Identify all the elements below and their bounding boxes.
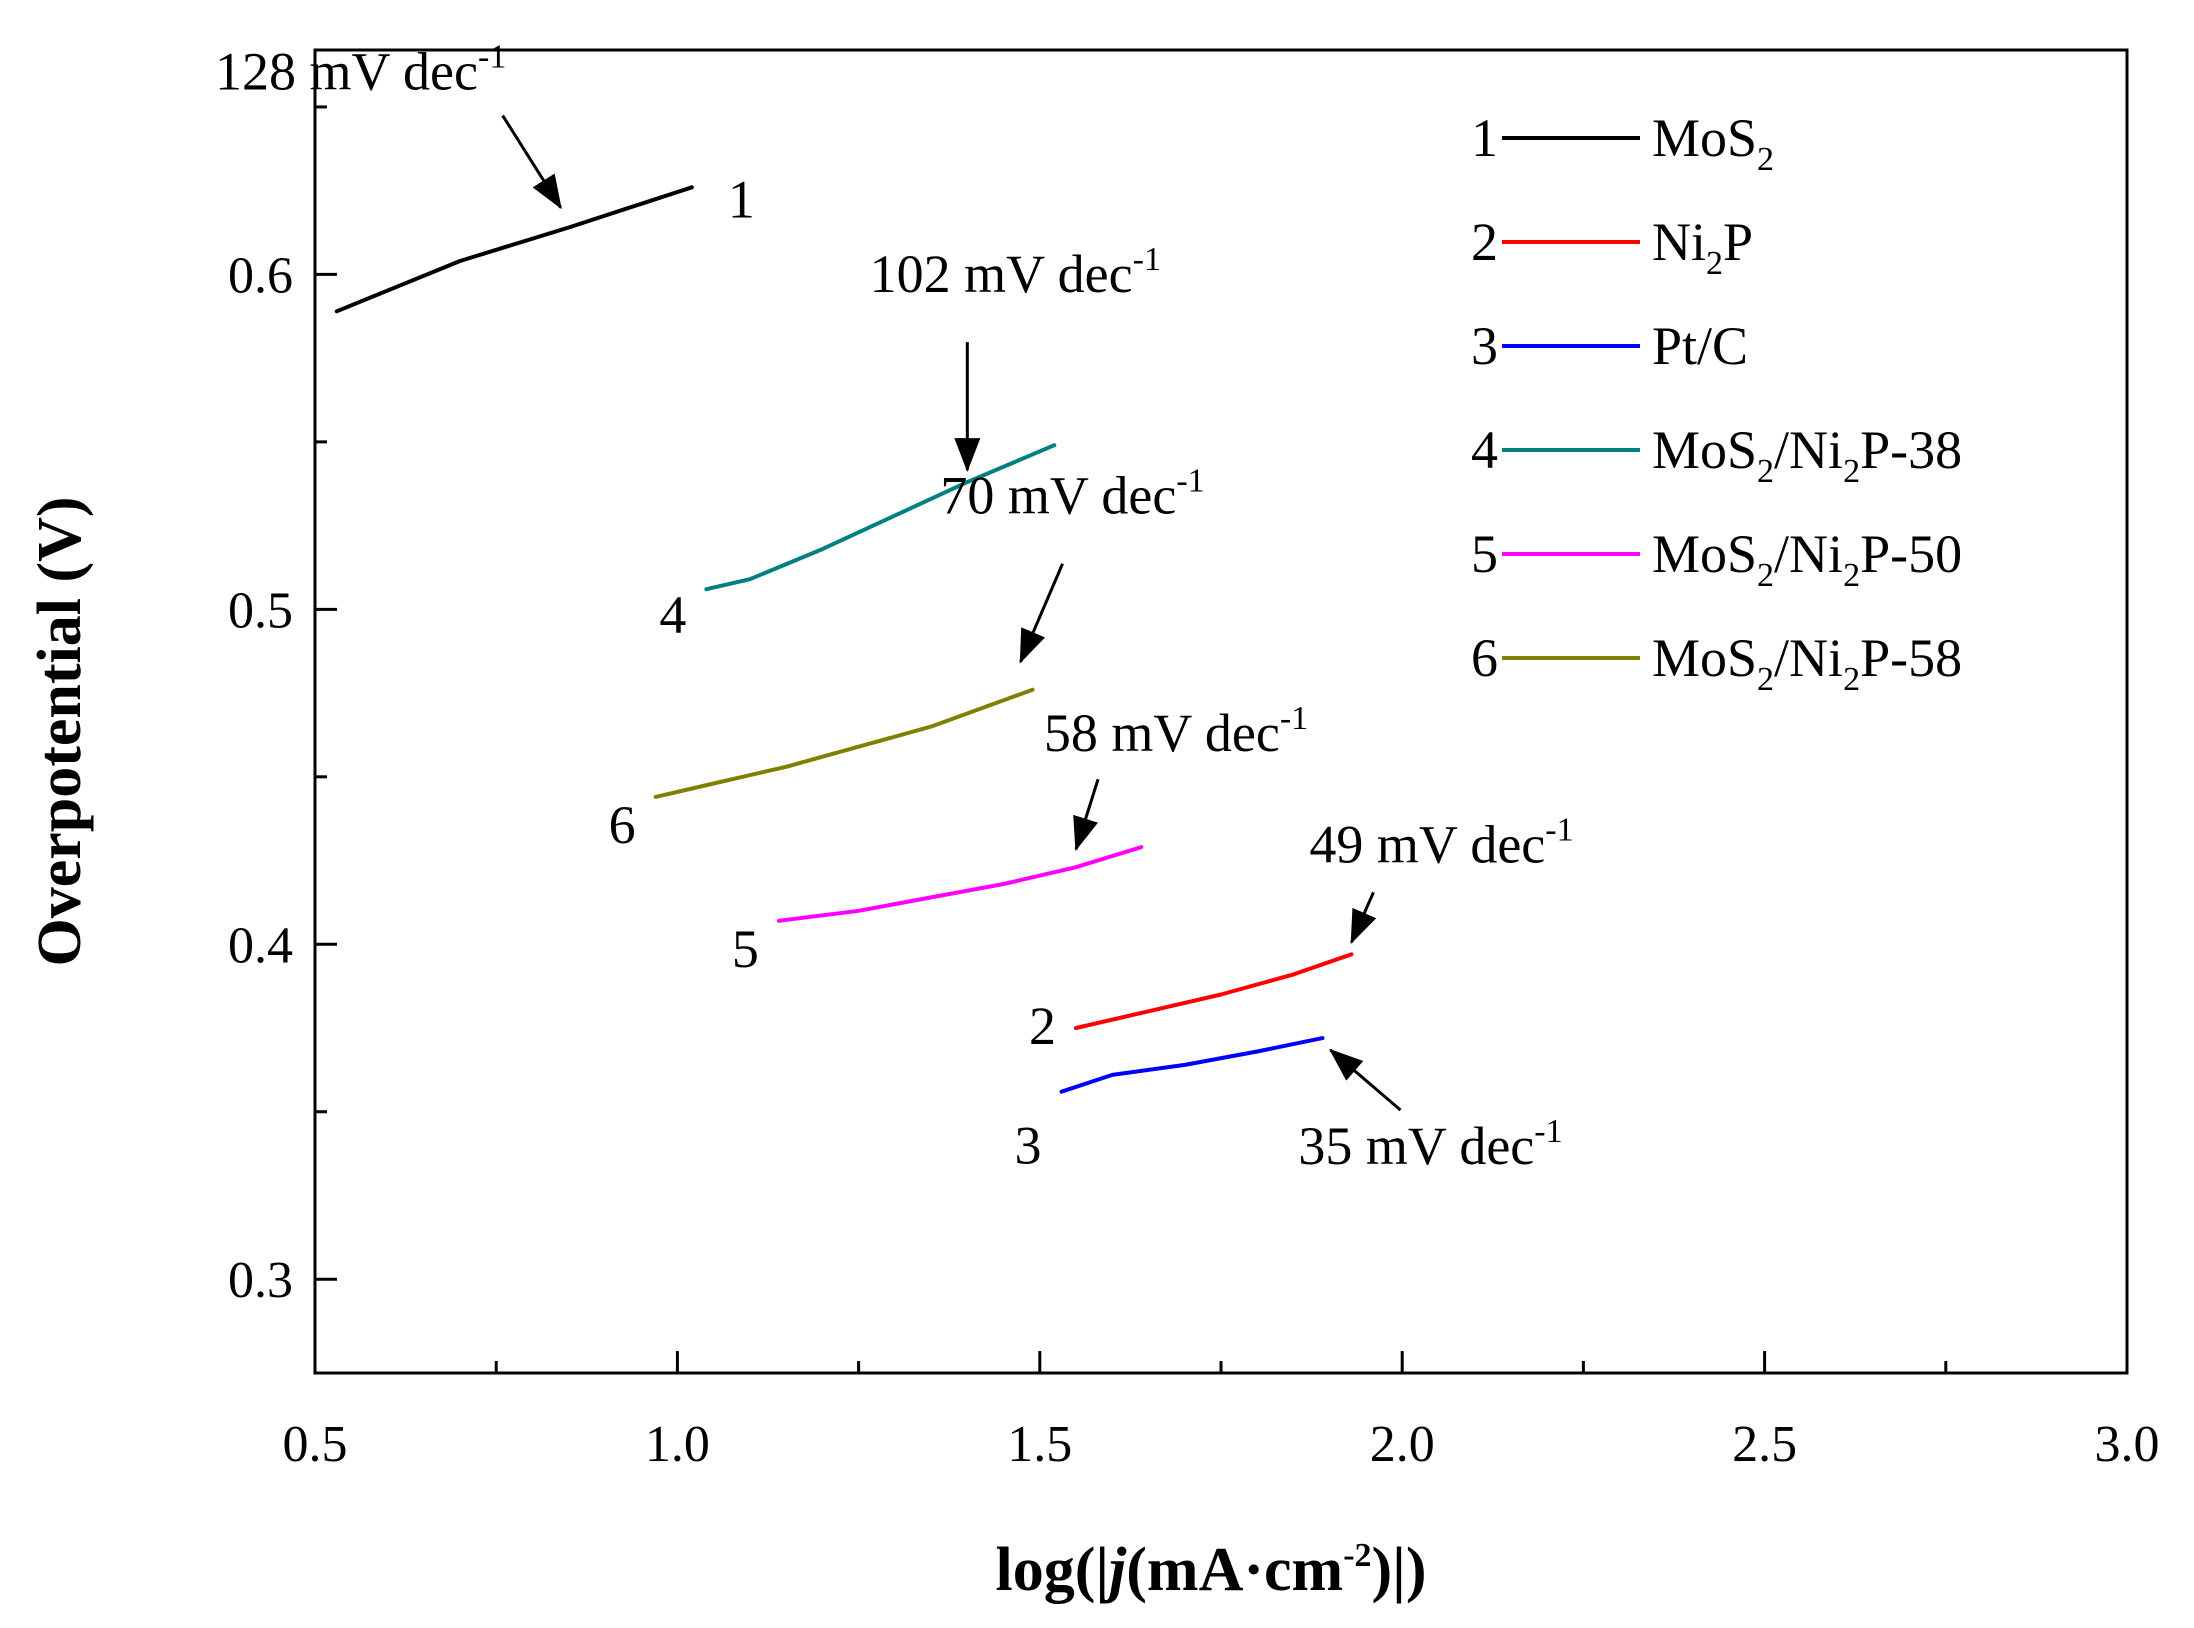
legend-3-label: Pt/C: [1652, 316, 1748, 376]
series-3-number-label: 3: [1015, 1116, 1042, 1176]
series-2-line: [1074, 952, 1354, 1030]
series-4-number-label: 4: [659, 585, 686, 645]
series-1-number-label: 1: [728, 169, 755, 229]
legend-1-label: MoS2: [1652, 108, 1774, 178]
annotation-3-text: 35 mV dec-1: [1298, 1113, 1562, 1176]
legend-3-number: 3: [1471, 316, 1498, 376]
annotation-2-text: 49 mV dec-1: [1309, 811, 1573, 874]
annotation-1-arrow: [501, 114, 562, 210]
series-5-number-label: 5: [732, 919, 759, 979]
x-tick-label: 2.0: [1370, 1416, 1435, 1473]
series-6-line: [653, 687, 1035, 799]
legend-2-number: 2: [1471, 212, 1498, 272]
annotation-6-text: 70 mV dec-1: [940, 463, 1204, 526]
x-tick-label: 3.0: [2095, 1416, 2160, 1473]
legend-4-number: 4: [1471, 420, 1498, 480]
series-2-number-label: 2: [1029, 996, 1056, 1056]
annotation-5-arrow: [1073, 778, 1100, 852]
y-tick-label: 0.6: [228, 247, 293, 304]
legend-4-label: MoS2/Ni2P-38: [1652, 420, 1962, 490]
annotation-4-text: 102 mV dec-1: [870, 241, 1161, 304]
x-tick-label: 0.5: [283, 1416, 348, 1473]
series-5-line: [776, 845, 1144, 923]
annotation-6-arrow: [1019, 563, 1064, 664]
annotation-2-arrow: [1350, 891, 1377, 945]
series-4-line: [704, 443, 1057, 592]
annotation-1-text: 128 mV dec-1: [215, 39, 506, 102]
y-tick-label: 0.5: [228, 582, 293, 639]
annotation-3-arrow: [1328, 1048, 1402, 1112]
x-axis-title: log(|j(mA·cm-2)|): [996, 1536, 1427, 1604]
annotation-5-text: 58 mV dec-1: [1044, 700, 1308, 763]
x-tick-label: 1.5: [1007, 1416, 1072, 1473]
legend-6-number: 6: [1471, 628, 1498, 688]
legend-5-label: MoS2/Ni2P-50: [1652, 524, 1962, 594]
legend-1-number: 1: [1471, 108, 1498, 168]
x-tick-label: 1.0: [645, 1416, 710, 1473]
y-tick-label: 0.4: [228, 917, 293, 974]
x-tick-label: 2.5: [1732, 1416, 1797, 1473]
y-axis-title: Overpotential (V): [26, 496, 94, 966]
y-tick-label: 0.3: [228, 1252, 293, 1309]
legend-5-number: 5: [1471, 524, 1498, 584]
series-6-number-label: 6: [609, 795, 636, 855]
series-3-line: [1059, 1036, 1325, 1094]
legend-6-label: MoS2/Ni2P-58: [1652, 628, 1962, 698]
legend-2-label: Ni2P: [1652, 212, 1753, 282]
series-1-line: [334, 185, 694, 314]
